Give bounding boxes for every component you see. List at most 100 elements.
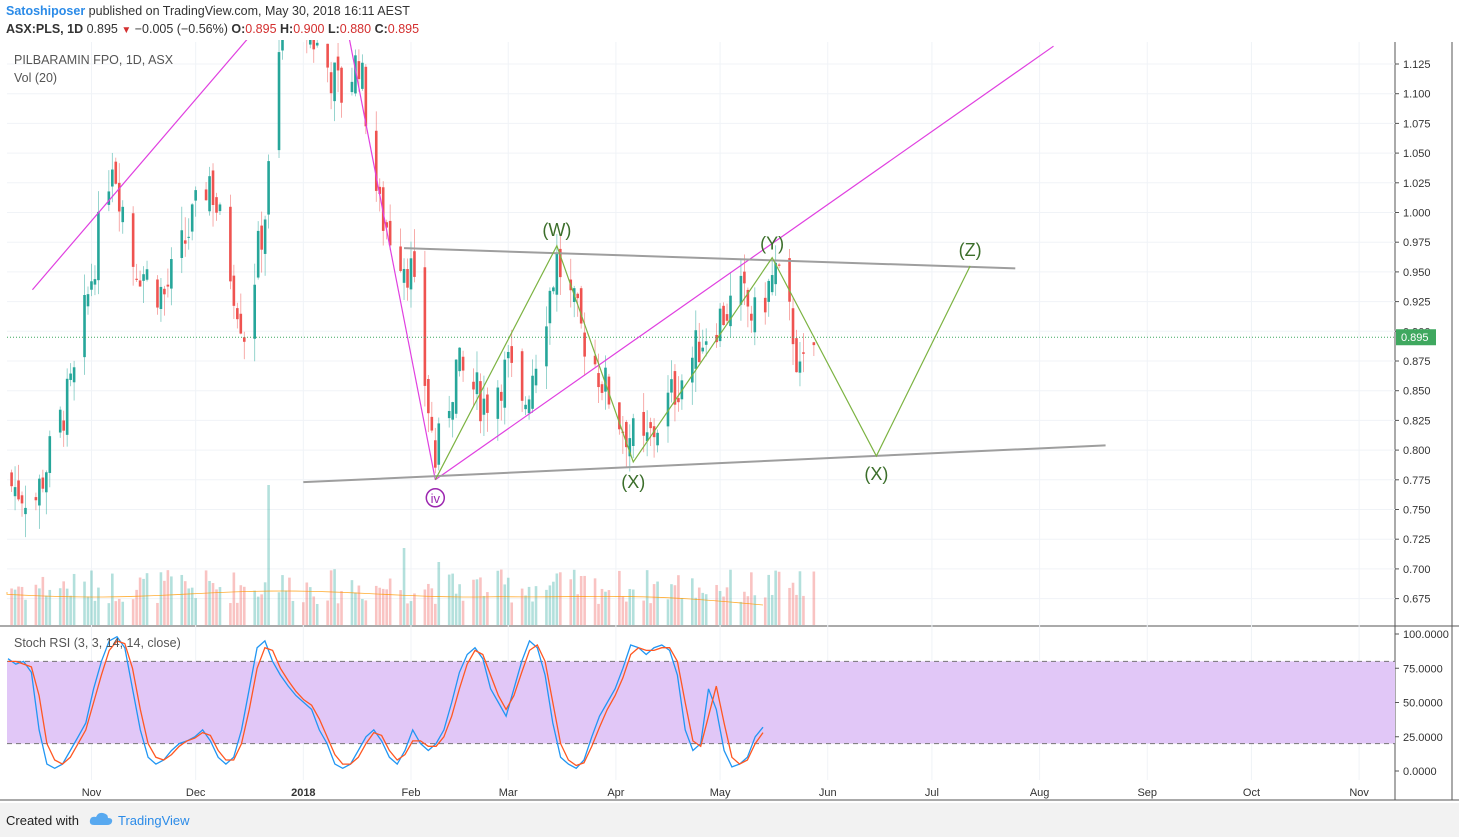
close-value: 0.895 [387, 22, 420, 36]
volume-bar [263, 582, 267, 625]
x-tick-label: May [710, 787, 731, 799]
trendline-right [434, 45, 1054, 481]
x-tick-label: Mar [499, 787, 518, 799]
chart-header: Satoshiposer published on TradingView.co… [0, 0, 1459, 40]
volume-bar [256, 596, 260, 625]
y-tick-label: 1.075 [1403, 118, 1431, 130]
candle-body [576, 293, 579, 299]
volume-bar [753, 595, 757, 625]
volume-bar [17, 586, 20, 625]
volume-bar [649, 603, 652, 625]
candle-body [607, 376, 611, 405]
stoch-tick-label: 25.0000 [1403, 732, 1443, 744]
volume-bar [187, 588, 191, 625]
candle-body [20, 495, 24, 504]
y-tick-label: 0.850 [1403, 386, 1431, 398]
volume-bar [715, 584, 718, 625]
candle-body [600, 384, 604, 393]
y-tick-label: 1.050 [1403, 148, 1431, 160]
volume-bar [531, 601, 534, 625]
volume-bar [472, 579, 475, 625]
volume-bar [621, 596, 625, 625]
y-tick-label: 0.800 [1403, 445, 1431, 457]
candle-body [329, 72, 333, 94]
candle-body [253, 284, 257, 339]
candle-body [597, 373, 600, 388]
candle-body [308, 40, 312, 45]
x-tick-label: Sep [1137, 787, 1157, 799]
tradingview-link[interactable]: TradingView [118, 813, 190, 828]
candle-body [520, 351, 524, 401]
candle-body [802, 352, 805, 354]
x-tick-label: Jul [925, 787, 939, 799]
candle-body [34, 497, 38, 501]
volume-bar [545, 589, 548, 625]
candle-body [17, 480, 20, 500]
volume-bar [479, 577, 482, 625]
volume-bar [302, 602, 305, 625]
grid [7, 42, 1395, 780]
candle-body [722, 305, 725, 326]
candle-body [350, 81, 354, 93]
candle-body [312, 40, 316, 50]
candle-body [777, 264, 781, 266]
volume-bar [697, 587, 701, 625]
volume-bar [718, 590, 722, 625]
volume-bar [458, 584, 461, 625]
volume-bar [97, 587, 100, 625]
chart-canvas[interactable]: (W) (Y) (Z) (X) (X) iv Nov Dec 2018 Feb Mar Apr May… [0, 40, 1459, 803]
volume-bar [215, 589, 218, 625]
candle-body [72, 367, 76, 383]
wave-path [434, 244, 971, 481]
candle-body [694, 330, 698, 369]
candle-body [666, 392, 670, 427]
candle-body [673, 371, 677, 405]
volume-bar [437, 562, 441, 625]
volume-bar [642, 600, 645, 625]
candle-body [767, 280, 771, 302]
candle-body [430, 416, 434, 431]
candle-body [795, 338, 798, 373]
drawings[interactable]: (W) (Y) (Z) (X) (X) iv [7, 40, 1395, 508]
volume-bar [798, 571, 802, 625]
volume-bar [524, 595, 527, 625]
candle-body [798, 361, 802, 373]
candle-body [750, 313, 753, 321]
candle-body [656, 432, 659, 446]
volume-bar [159, 572, 163, 625]
author-link[interactable]: Satoshiposer [6, 4, 86, 18]
volume-bar [281, 575, 284, 625]
volume-bar [447, 574, 451, 625]
volume-bar [111, 573, 114, 625]
candle-body [111, 169, 114, 187]
volume-bar [777, 571, 781, 625]
volume-bar [333, 569, 336, 625]
candle-body [315, 42, 319, 46]
volume-bar [208, 580, 211, 625]
candle-body [208, 176, 211, 212]
volume-bar [93, 600, 97, 625]
candle-body [774, 262, 777, 285]
publish-info: published on TradingView.com, May 30, 20… [88, 4, 410, 18]
volume-bar [138, 577, 142, 625]
volume-bar [461, 600, 465, 625]
volume-bar [45, 595, 48, 625]
y-tick-label: 0.925 [1403, 297, 1431, 309]
volume-bar [576, 594, 579, 625]
candle-body [788, 258, 791, 302]
stoch-rsi-pane [7, 635, 1395, 770]
volume-bar [194, 598, 197, 625]
volume-bar [378, 587, 382, 625]
candle-body [166, 284, 170, 287]
volume-bar [770, 594, 774, 625]
volume-bar [503, 584, 507, 625]
candle-body [361, 62, 364, 89]
candle-body [729, 295, 732, 327]
candle-body [277, 52, 281, 151]
candle-body [503, 359, 507, 408]
candle-body [145, 269, 149, 280]
x-tick-label: Nov [82, 787, 102, 799]
volume-bar [340, 591, 343, 625]
volume-bar [631, 589, 635, 625]
candle-body [336, 56, 340, 71]
